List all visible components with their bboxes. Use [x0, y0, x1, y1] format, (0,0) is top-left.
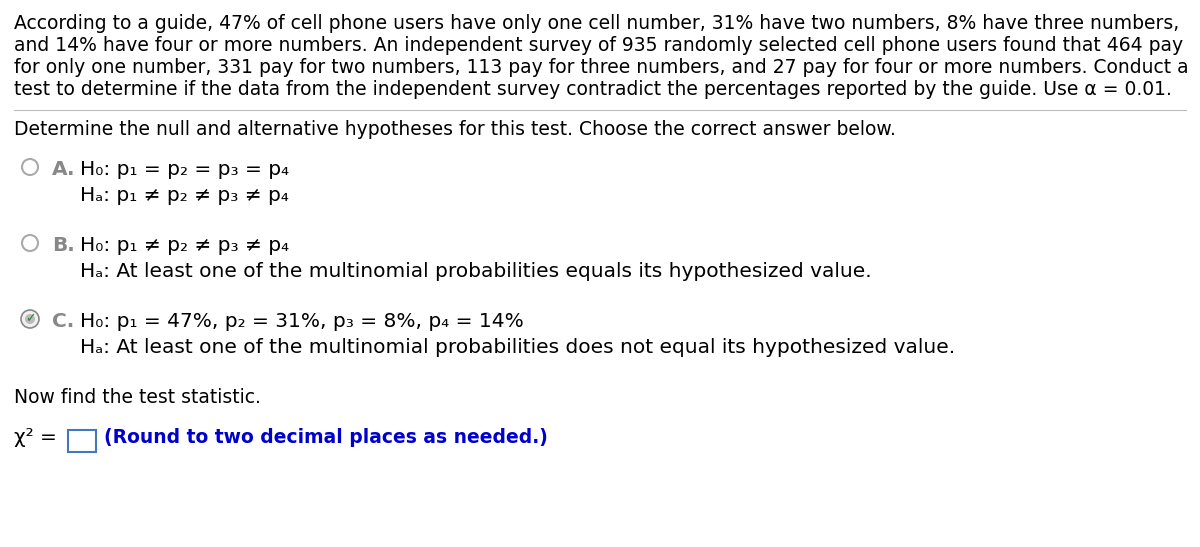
Text: H₀: p₁ = p₂ = p₃ = p₄: H₀: p₁ = p₂ = p₃ = p₄: [80, 160, 289, 179]
Text: C.: C.: [52, 312, 74, 331]
Text: and 14% have four or more numbers. An independent survey of 935 randomly selecte: and 14% have four or more numbers. An in…: [14, 36, 1183, 55]
Ellipse shape: [25, 314, 35, 324]
Text: B.: B.: [52, 236, 74, 255]
Text: Determine the null and alternative hypotheses for this test. Choose the correct : Determine the null and alternative hypot…: [14, 120, 896, 139]
Ellipse shape: [22, 310, 38, 328]
Text: (Round to two decimal places as needed.): (Round to two decimal places as needed.): [104, 428, 548, 447]
Text: A.: A.: [52, 160, 76, 179]
Text: Hₐ: At least one of the multinomial probabilities does not equal its hypothesize: Hₐ: At least one of the multinomial prob…: [80, 338, 955, 357]
Text: H₀: p₁ ≠ p₂ ≠ p₃ ≠ p₄: H₀: p₁ ≠ p₂ ≠ p₃ ≠ p₄: [80, 236, 289, 255]
Ellipse shape: [22, 159, 38, 175]
Text: χ² =: χ² =: [14, 428, 56, 447]
Text: for only one number, 331 pay for two numbers, 113 pay for three numbers, and 27 : for only one number, 331 pay for two num…: [14, 58, 1189, 77]
Ellipse shape: [22, 235, 38, 251]
Text: Hₐ: At least one of the multinomial probabilities equals its hypothesized value.: Hₐ: At least one of the multinomial prob…: [80, 262, 871, 281]
Text: H₀: p₁ = 47%, p₂ = 31%, p₃ = 8%, p₄ = 14%: H₀: p₁ = 47%, p₂ = 31%, p₃ = 8%, p₄ = 14…: [80, 312, 523, 331]
Text: ✓: ✓: [25, 312, 35, 325]
Text: Now find the test statistic.: Now find the test statistic.: [14, 388, 260, 407]
Text: Hₐ: p₁ ≠ p₂ ≠ p₃ ≠ p₄: Hₐ: p₁ ≠ p₂ ≠ p₃ ≠ p₄: [80, 186, 289, 205]
Text: test to determine if the data from the independent survey contradict the percent: test to determine if the data from the i…: [14, 80, 1172, 99]
FancyBboxPatch shape: [68, 430, 96, 452]
Text: According to a guide, 47% of cell phone users have only one cell number, 31% hav: According to a guide, 47% of cell phone …: [14, 14, 1180, 33]
